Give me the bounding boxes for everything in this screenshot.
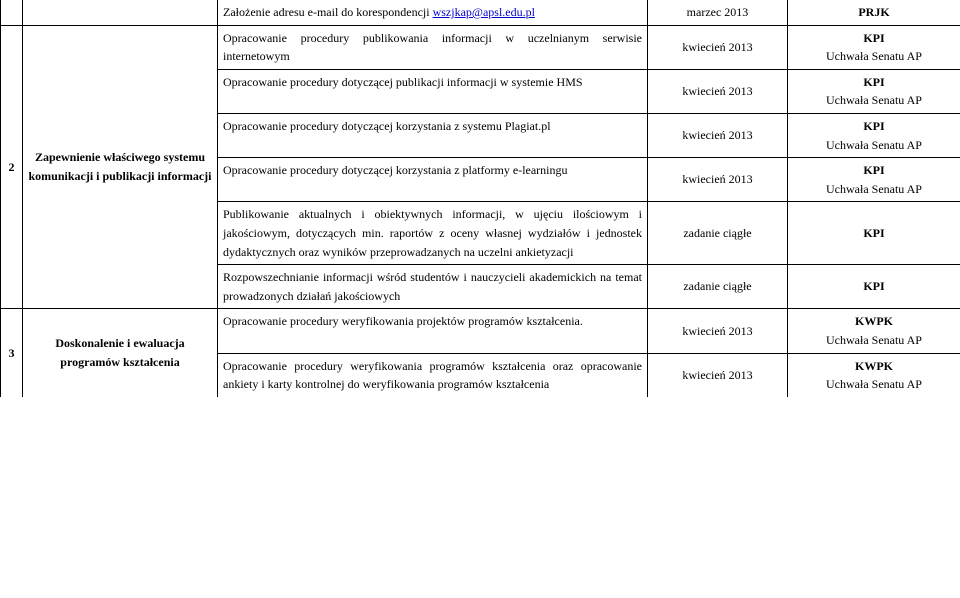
description-text: Opracowanie procedury dotyczącej publika…	[223, 75, 583, 89]
description-cell: Opracowanie procedury dotyczącej publika…	[218, 69, 648, 113]
row-label	[23, 0, 218, 25]
responsible-code: KPI	[793, 73, 955, 92]
responsible-code: KPI	[793, 29, 955, 48]
description-text: Publikowanie aktualnych i obiektywnych i…	[223, 207, 642, 258]
responsible-note: Uchwała Senatu AP	[793, 180, 955, 199]
table-row: Założenie adresu e-mail do korespondencj…	[1, 0, 960, 25]
responsible-code: KPI	[793, 277, 955, 296]
description-text: Opracowanie procedury publikowania infor…	[223, 31, 642, 64]
row-label: Doskonalenie i ewaluacja programów kszta…	[23, 309, 218, 397]
row-number: 3	[1, 309, 23, 397]
table-row: 3Doskonalenie i ewaluacja programów kszt…	[1, 309, 960, 353]
row-label: Zapewnienie właściwego systemu komunikac…	[23, 25, 218, 309]
date-cell: kwiecień 2013	[648, 113, 788, 157]
procedures-table: Założenie adresu e-mail do korespondencj…	[0, 0, 960, 397]
responsible-note: Uchwała Senatu AP	[793, 47, 955, 66]
responsible-code: KPI	[793, 161, 955, 180]
responsible-note: Uchwała Senatu AP	[793, 331, 955, 350]
description-text: Opracowanie procedury weryfikowania prog…	[223, 359, 642, 392]
responsible-cell: KWPKUchwała Senatu AP	[788, 353, 960, 397]
responsible-note: Uchwała Senatu AP	[793, 375, 955, 394]
description-cell: Opracowanie procedury weryfikowania proj…	[218, 309, 648, 353]
responsible-cell: KPI	[788, 265, 960, 309]
description-text: Założenie adresu e-mail do korespondencj…	[223, 5, 433, 19]
date-cell: kwiecień 2013	[648, 69, 788, 113]
date-cell: marzec 2013	[648, 0, 788, 25]
responsible-cell: KPIUchwała Senatu AP	[788, 158, 960, 202]
date-cell: kwiecień 2013	[648, 353, 788, 397]
description-cell: Publikowanie aktualnych i obiektywnych i…	[218, 202, 648, 265]
table-row: 2Zapewnienie właściwego systemu komunika…	[1, 25, 960, 69]
description-cell: Opracowanie procedury dotyczącej korzyst…	[218, 158, 648, 202]
description-cell: Opracowanie procedury weryfikowania prog…	[218, 353, 648, 397]
responsible-code: KWPK	[793, 357, 955, 376]
responsible-cell: KPI	[788, 202, 960, 265]
description-text: Rozpowszechnianie informacji wśród stude…	[223, 270, 642, 303]
responsible-note: Uchwała Senatu AP	[793, 136, 955, 155]
date-cell: kwiecień 2013	[648, 309, 788, 353]
description-cell: Opracowanie procedury publikowania infor…	[218, 25, 648, 69]
description-text: Opracowanie procedury dotyczącej korzyst…	[223, 163, 568, 177]
date-cell: kwiecień 2013	[648, 158, 788, 202]
date-cell: kwiecień 2013	[648, 25, 788, 69]
responsible-cell: KPIUchwała Senatu AP	[788, 69, 960, 113]
responsible-code: KWPK	[793, 312, 955, 331]
description-cell: Rozpowszechnianie informacji wśród stude…	[218, 265, 648, 309]
description-text: Opracowanie procedury weryfikowania proj…	[223, 314, 583, 328]
email-link[interactable]: wszjkap@apsl.edu.pl	[433, 5, 535, 19]
date-cell: zadanie ciągłe	[648, 265, 788, 309]
responsible-code: KPI	[793, 224, 955, 243]
description-cell: Opracowanie procedury dotyczącej korzyst…	[218, 113, 648, 157]
responsible-note: Uchwała Senatu AP	[793, 91, 955, 110]
date-cell: zadanie ciągłe	[648, 202, 788, 265]
row-number: 2	[1, 25, 23, 309]
description-cell: Założenie adresu e-mail do korespondencj…	[218, 0, 648, 25]
responsible-cell: KPIUchwała Senatu AP	[788, 25, 960, 69]
responsible-code: PRJK	[793, 3, 955, 22]
row-number	[1, 0, 23, 25]
responsible-cell: KPIUchwała Senatu AP	[788, 113, 960, 157]
responsible-code: KPI	[793, 117, 955, 136]
responsible-cell: KWPKUchwała Senatu AP	[788, 309, 960, 353]
description-text: Opracowanie procedury dotyczącej korzyst…	[223, 119, 551, 133]
responsible-cell: PRJK	[788, 0, 960, 25]
